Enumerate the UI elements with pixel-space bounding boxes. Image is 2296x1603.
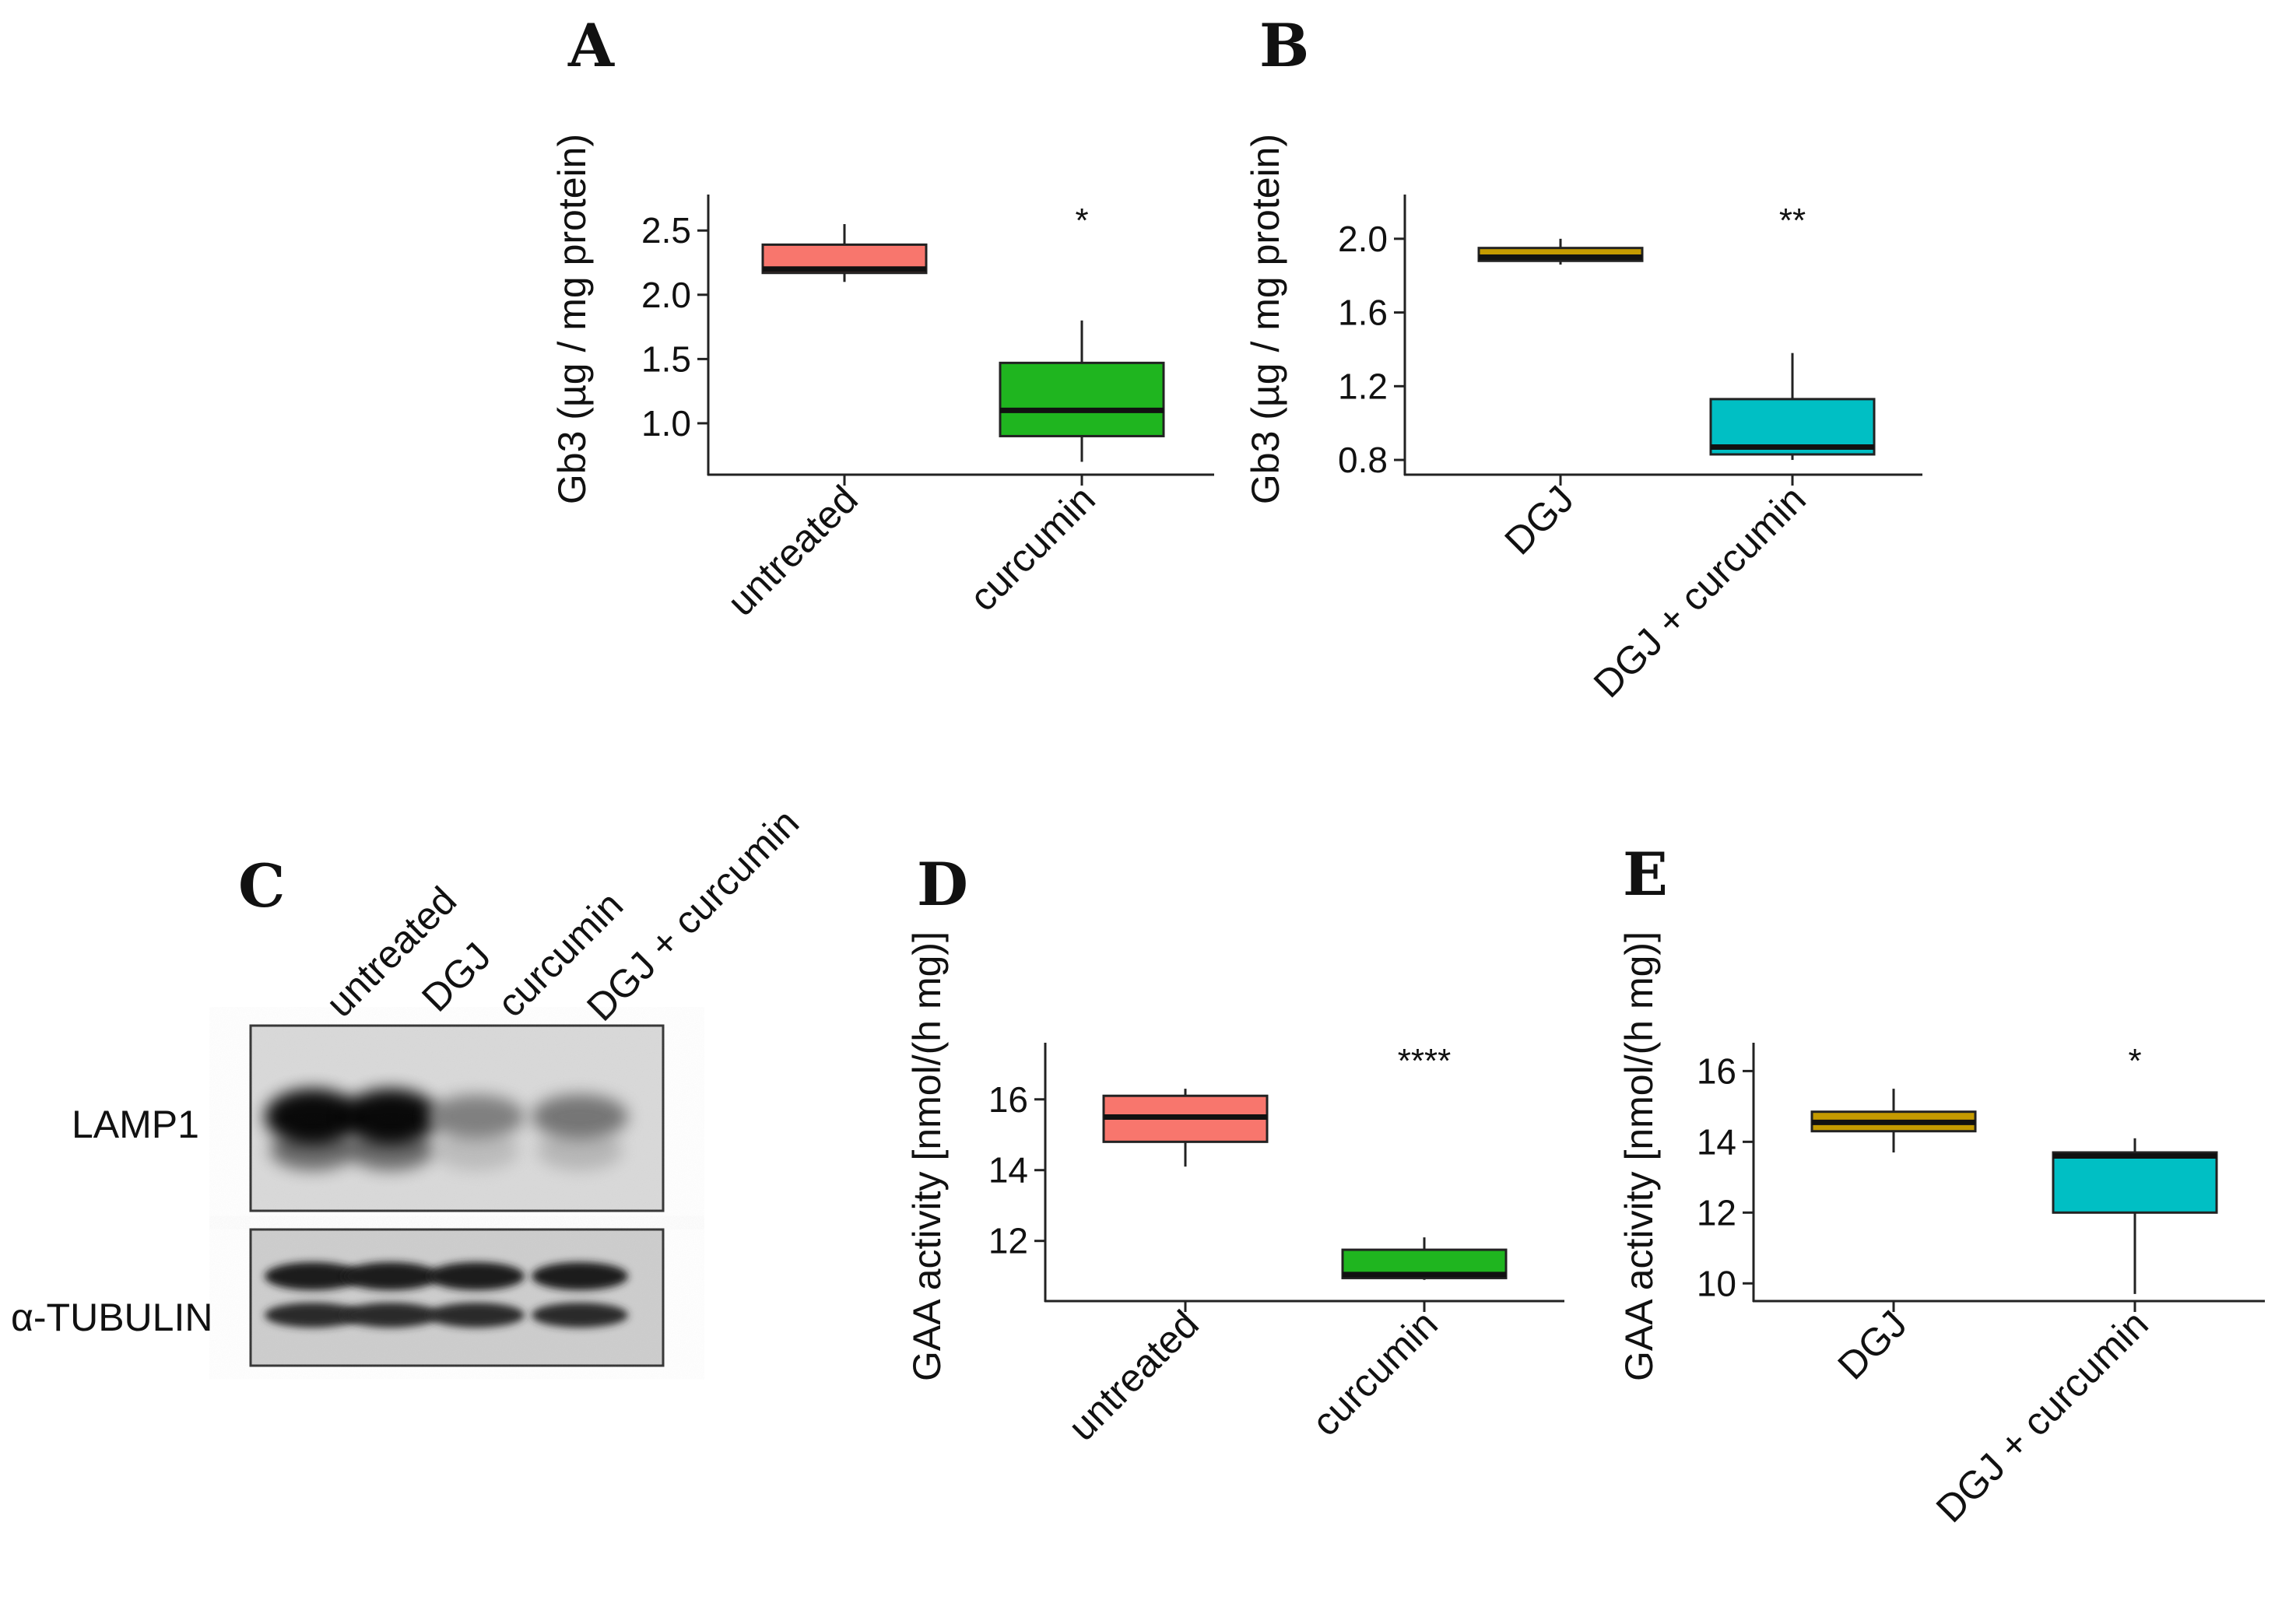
tubulin-band-upper	[342, 1262, 439, 1290]
y-tick-label: 0.8	[1338, 440, 1388, 480]
panel-a-boxplot: 1.0 1.5 2.0 2.5 Gb3 (µg / mg protein) untreat…	[550, 134, 1214, 624]
y-tick-label: 2.5	[641, 210, 691, 251]
significance-marker: ****	[1398, 1042, 1452, 1080]
tubulin-band-lower	[342, 1303, 439, 1328]
y-tick-label: 10	[1697, 1263, 1736, 1303]
y-tick-label: 1.5	[641, 338, 691, 379]
y-tick-label: 16	[1697, 1051, 1736, 1091]
y-axis-title: Gb3 (µg / mg protein)	[550, 134, 594, 504]
x-tick-label: untreated	[719, 477, 866, 624]
panel-letter-c: C	[238, 851, 286, 921]
y-tick-label: 1.6	[1338, 293, 1388, 333]
box-untreated	[1102, 1089, 1269, 1167]
y-axis-title: GAA activity [nmol/(h mg)]	[1617, 931, 1661, 1381]
x-tick-label: untreated	[1060, 1302, 1207, 1449]
y-tick-label: 12	[1697, 1192, 1736, 1233]
box-dgj	[1477, 238, 1644, 265]
tubulin-band-lower	[265, 1303, 361, 1328]
y-tick-label: 1.2	[1338, 366, 1388, 406]
box-curcumin	[1341, 1237, 1508, 1280]
significance-marker: *	[2128, 1042, 2141, 1080]
panel-e-boxplot: 10 12 14 16 GAA activity [nmol/(h mg)] DGJ DGJ…	[1617, 931, 2265, 1531]
panel-letter-e: E	[1623, 840, 1668, 909]
y-tick-label: 14	[988, 1150, 1028, 1191]
lamp1-bands	[265, 1089, 628, 1170]
box-iqr	[999, 361, 1165, 437]
lamp1-band	[265, 1089, 361, 1145]
panel-c-western-blot: untreated DGJ curcumin DGJ + curcumin LA…	[11, 801, 807, 1367]
tubulin-band-lower	[428, 1303, 525, 1328]
box-dgj-curcumin	[1709, 353, 1876, 461]
blot-row-label-tubulin: α-TUBULIN	[11, 1296, 212, 1339]
y-tick-label: 14	[1697, 1121, 1736, 1162]
lamp1-band	[428, 1094, 525, 1139]
box-untreated	[761, 223, 928, 282]
y-tick-label: 16	[988, 1079, 1028, 1120]
significance-marker: *	[1075, 202, 1088, 240]
tubulin-band-upper	[532, 1262, 628, 1290]
panel-b-boxplot: 0.8 1.2 1.6 2.0 Gb3 (µg / mg protein) DGJ DGJ …	[1244, 134, 1922, 706]
blot-row-label-lamp1: LAMP1	[72, 1103, 199, 1146]
lamp1-smear	[348, 1130, 434, 1170]
lamp1-smear	[537, 1130, 623, 1170]
box-curcumin	[999, 320, 1165, 462]
x-tick-label: DGJ + curcumin	[1585, 477, 1814, 706]
y-tick-label: 12	[988, 1221, 1028, 1261]
tubulin-band-upper	[428, 1262, 525, 1290]
box-dgj	[1810, 1089, 1977, 1152]
tubulin-band-upper	[265, 1262, 361, 1290]
panel-letter-d: D	[917, 850, 968, 919]
x-tick-label: DGJ + curcumin	[1928, 1302, 2157, 1531]
tubulin-band-lower	[532, 1303, 628, 1328]
x-tick-label: DGJ	[1496, 477, 1582, 563]
lamp1-band	[532, 1094, 628, 1139]
y-tick-label: 1.0	[641, 403, 691, 444]
y-tick-label: 2.0	[641, 275, 691, 315]
lamp1-smear	[434, 1130, 519, 1170]
x-tick-label: curcumin	[1304, 1302, 1446, 1444]
y-axis-title: Gb3 (µg / mg protein)	[1244, 134, 1287, 504]
y-tick-label: 2.0	[1338, 219, 1388, 259]
x-tick-label: DGJ	[1829, 1302, 1915, 1387]
tubulin-bands	[265, 1262, 628, 1328]
box-iqr	[2052, 1151, 2218, 1214]
significance-marker: **	[1779, 202, 1806, 240]
y-axis-title: GAA activity [nmol/(h mg)]	[905, 931, 949, 1381]
panel-d-boxplot: 12 14 16 GAA activity [nmol/(h mg)] untreate…	[905, 931, 1564, 1449]
panel-letter-a: A	[567, 11, 615, 80]
lamp1-smear	[270, 1130, 356, 1170]
box-dgj-curcumin	[2052, 1138, 2218, 1294]
x-tick-label: curcumin	[961, 477, 1104, 619]
blot-membrane-tubulin-noise	[251, 1229, 663, 1366]
lamp1-band	[342, 1089, 439, 1145]
panel-letter-b: B	[1259, 11, 1309, 80]
